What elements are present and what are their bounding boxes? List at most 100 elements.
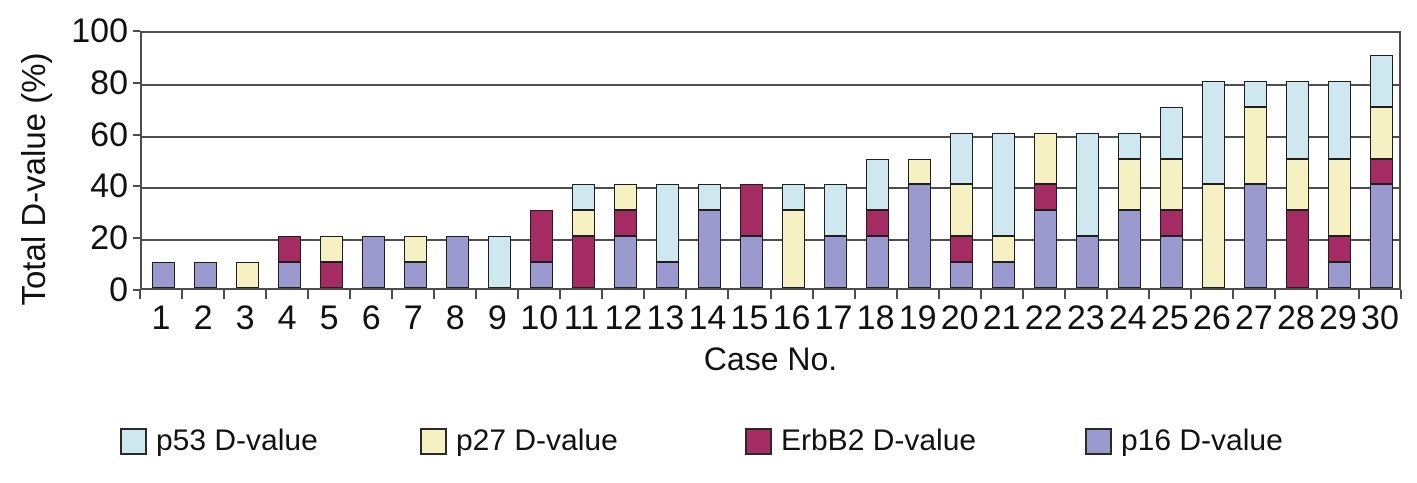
legend-swatch [420, 427, 447, 455]
bar-segment [866, 236, 890, 288]
x-tick-label: 16 [772, 299, 811, 337]
bar-segment [908, 184, 932, 288]
y-axis-title: Total D-value (%) [15, 52, 52, 306]
x-tick-label: 15 [730, 299, 769, 337]
bar-segment [529, 210, 553, 263]
bar-segment [1370, 158, 1394, 185]
x-tick-mark [181, 290, 184, 299]
bar-segment [950, 262, 974, 288]
x-tick-label: 2 [193, 299, 213, 337]
legend-item: p16 D-value [1085, 424, 1283, 458]
x-tick-mark [601, 290, 604, 299]
plot-area [140, 31, 1401, 290]
x-tick-mark [727, 290, 730, 299]
x-tick-label: 24 [1108, 299, 1147, 337]
bar-segment [1076, 132, 1100, 237]
bar-segment [1244, 80, 1268, 107]
x-tick-mark [139, 290, 141, 299]
x-tick-label: 9 [487, 299, 507, 337]
legend-item: ErbB2 D-value [745, 424, 976, 458]
bar-segment [1076, 236, 1100, 288]
x-tick-mark [1063, 290, 1066, 299]
legend-swatch [120, 427, 147, 455]
legend-label: p16 D-value [1121, 424, 1283, 457]
y-tick-label: 0 [109, 271, 128, 309]
bar-segment [1370, 54, 1394, 107]
x-tick-label: 1 [151, 299, 171, 337]
x-tick-mark [1231, 290, 1234, 299]
bar-segment [950, 184, 974, 237]
legend: p53 D-value p27 D-value ErbB2 D-value p16 D… [0, 424, 1417, 466]
x-tick-label: 11 [563, 299, 599, 337]
x-tick-label: 6 [361, 299, 381, 337]
x-tick-mark [475, 290, 478, 299]
x-tick-mark [559, 290, 562, 299]
bar-segment [277, 236, 301, 263]
gridline [142, 83, 1399, 86]
legend-swatch [745, 427, 772, 455]
x-tick-mark [1400, 290, 1402, 299]
bar-segment [655, 262, 679, 288]
y-tick-label: 80 [90, 63, 128, 102]
bar-segment [1202, 184, 1226, 288]
bar-segment [445, 236, 469, 288]
x-tick-mark [853, 290, 856, 299]
x-tick-mark [895, 290, 898, 299]
y-tick-mark [133, 133, 140, 136]
x-tick-mark [937, 290, 940, 299]
y-tick-label: 60 [90, 115, 128, 154]
y-tick-label: 40 [90, 167, 128, 206]
y-tick-mark [133, 81, 140, 84]
gridline [142, 135, 1399, 138]
legend-item: p53 D-value [120, 424, 318, 458]
bar-segment [1202, 80, 1226, 185]
bar-segment [1370, 106, 1394, 159]
bar-segment [782, 210, 806, 288]
x-tick-label: 14 [688, 299, 727, 337]
x-tick-mark [1357, 290, 1360, 299]
gridline [142, 187, 1399, 190]
bar-segment [1118, 132, 1142, 159]
x-tick-label: 18 [856, 299, 895, 337]
bar-segment [950, 236, 974, 263]
x-tick-label: 20 [940, 299, 979, 337]
x-axis-title: Case No. [703, 341, 838, 377]
bar-segment [613, 184, 637, 211]
x-tick-mark [1105, 290, 1108, 299]
bar-segment [1328, 262, 1352, 288]
y-tick-mark [133, 237, 140, 240]
x-tick-mark [1147, 290, 1150, 299]
x-tick-mark [349, 290, 352, 299]
x-tick-label: 10 [520, 299, 559, 337]
x-tick-label: 19 [898, 299, 937, 337]
x-tick-mark [769, 290, 772, 299]
bar-segment [655, 184, 679, 263]
x-tick-label: 23 [1066, 299, 1105, 337]
x-tick-label: 13 [646, 299, 685, 337]
bar-segment [1328, 80, 1352, 159]
x-tick-mark [265, 290, 268, 299]
bar-segment [1034, 132, 1058, 185]
bar-segment [1160, 106, 1184, 159]
x-tick-label: 17 [814, 299, 853, 337]
bar-segment [950, 132, 974, 185]
bar-segment [151, 262, 175, 288]
y-tick-mark [133, 30, 140, 32]
x-tick-label: 26 [1192, 299, 1231, 337]
bar-segment [613, 236, 637, 288]
bar-segment [571, 236, 595, 288]
bar-segment [319, 262, 343, 288]
x-tick-label: 8 [445, 299, 465, 337]
bar-segment [1286, 80, 1310, 159]
bar-segment [361, 236, 385, 288]
bar-segment [824, 236, 848, 288]
bar-segment [1328, 158, 1352, 237]
bar-segment [1286, 158, 1310, 211]
bar-segment [739, 184, 763, 237]
x-tick-mark [1273, 290, 1276, 299]
x-tick-mark [685, 290, 688, 299]
legend-label: p53 D-value [156, 424, 318, 457]
x-tick-mark [223, 290, 226, 299]
bar-segment [739, 236, 763, 288]
